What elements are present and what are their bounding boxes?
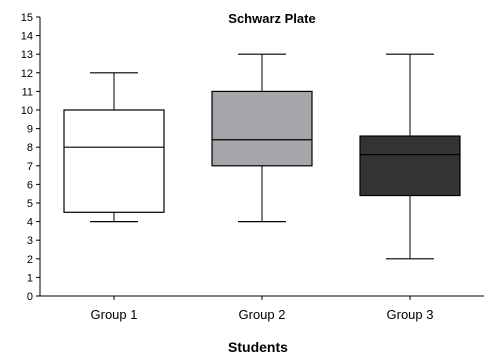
x-tick-label: Group 1 [91, 307, 138, 322]
y-tick-label: 4 [27, 217, 33, 229]
iqr-box [359, 135, 461, 197]
y-tick-label: 12 [21, 68, 33, 80]
y-tick-label: 3 [27, 235, 33, 247]
x-tick-label: Group 2 [239, 307, 286, 322]
box-3 [359, 53, 461, 260]
box-1 [63, 72, 165, 223]
y-tick-label: 15 [21, 12, 33, 24]
y-tick-label: 10 [21, 105, 33, 117]
y-tick-label: 14 [21, 31, 33, 43]
chart-title: Schwarz Plate [228, 11, 315, 26]
y-tick-label: 9 [27, 124, 33, 136]
y-tick-label: 8 [27, 142, 33, 154]
iqr-box [211, 90, 313, 167]
x-axis-label: Students [228, 339, 288, 355]
y-tick-label: 5 [27, 198, 33, 210]
y-tick-label: 1 [27, 272, 33, 284]
y-tick-label: 11 [22, 86, 33, 98]
y-tick-label: 6 [27, 179, 33, 191]
y-tick-label: 0 [27, 291, 33, 303]
boxes [63, 53, 461, 260]
iqr-box [63, 109, 165, 213]
x-tick-label: Group 3 [387, 307, 434, 322]
y-tick-label: 7 [27, 161, 33, 173]
y-tick-label: 2 [27, 254, 33, 266]
y-tick-label: 13 [21, 49, 33, 61]
box-2 [211, 53, 313, 223]
